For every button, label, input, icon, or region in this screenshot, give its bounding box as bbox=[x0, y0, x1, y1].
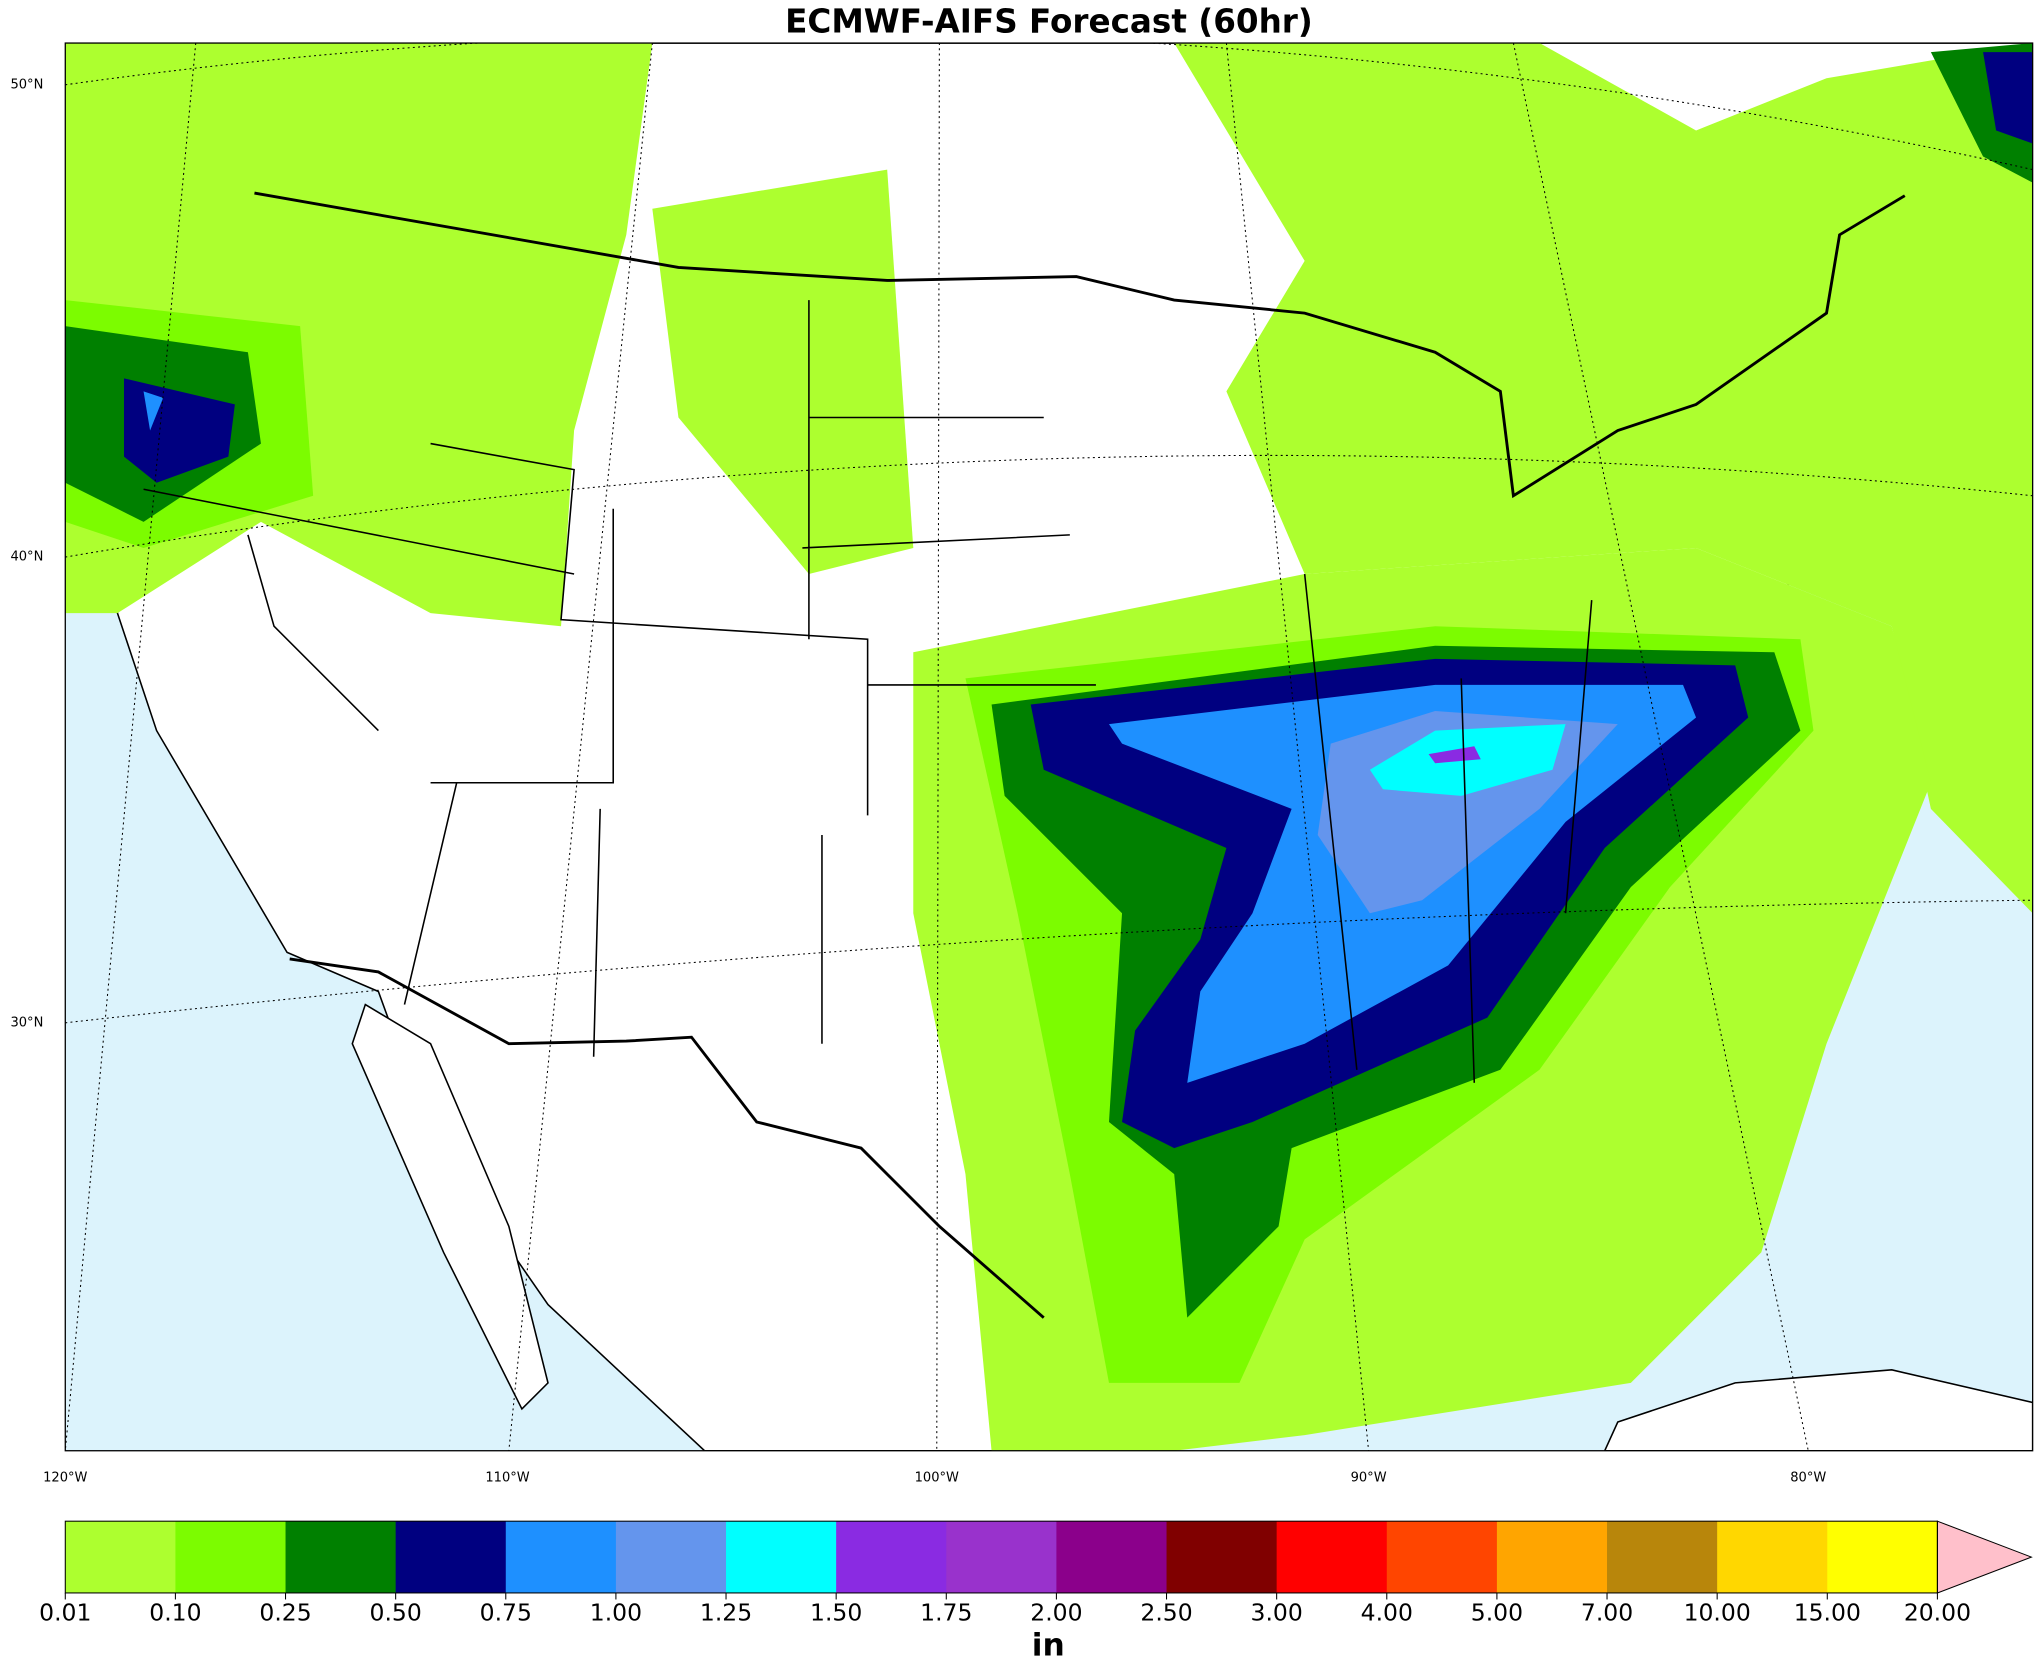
precip-area bbox=[143, 391, 164, 431]
lon-label: 80°W bbox=[1790, 1471, 1826, 1486]
graticule bbox=[65, 43, 2033, 1451]
colorbar-box bbox=[1827, 1521, 1939, 1593]
colorbar-tick-label: 10.00 bbox=[1684, 1598, 1751, 1626]
colorbar-tick-label: 2.00 bbox=[1030, 1598, 1082, 1626]
colorbar-unit: in bbox=[1032, 1627, 1065, 1663]
colorbar-box bbox=[285, 1521, 397, 1593]
colorbar-tick-label: 0.25 bbox=[259, 1598, 311, 1626]
colorbar-tick-label: 1.50 bbox=[810, 1598, 862, 1626]
state-borders bbox=[143, 300, 1593, 1083]
colorbar-tick-label: 5.00 bbox=[1471, 1598, 1523, 1626]
colorbar-tick-label: 15.00 bbox=[1794, 1598, 1861, 1626]
colorbar-tick-label: 0.75 bbox=[480, 1598, 532, 1626]
lon-label: 100°W bbox=[915, 1471, 959, 1486]
colorbar-box bbox=[395, 1521, 507, 1593]
colorbar-tick-label: 4.00 bbox=[1361, 1598, 1413, 1626]
lat-label: 40°N bbox=[10, 550, 43, 565]
country-border bbox=[254, 191, 1906, 499]
colorbar-tick-label: 2.50 bbox=[1140, 1598, 1192, 1626]
colorbar-box bbox=[505, 1521, 617, 1593]
colorbar-tick-label: 0.50 bbox=[370, 1598, 422, 1626]
colorbar-tick-label: 1.75 bbox=[920, 1598, 972, 1626]
colorbar-tick-label: 1.00 bbox=[590, 1598, 642, 1626]
colorbar-box bbox=[1607, 1521, 1718, 1593]
colorbar-extend bbox=[1936, 1520, 2033, 1594]
lat-label: 50°N bbox=[10, 77, 43, 92]
map-title: ECMWF-AIFS Forecast (60hr) bbox=[785, 2, 1313, 40]
lon-label: 120°W bbox=[43, 1471, 87, 1486]
borders bbox=[143, 191, 1906, 1319]
precip-area bbox=[1428, 746, 1481, 764]
colorbar-box bbox=[726, 1521, 837, 1593]
colorbar-tick-label: 0.01 bbox=[39, 1598, 91, 1626]
cuba bbox=[1603, 1369, 2033, 1451]
colorbar-box bbox=[1056, 1521, 1168, 1593]
colorbar-tick-label: 0.10 bbox=[149, 1598, 201, 1626]
colorbar-box bbox=[1276, 1521, 1388, 1593]
colorbar-box bbox=[65, 1521, 177, 1593]
colorbar-tick-label: 3.00 bbox=[1251, 1598, 1303, 1626]
lat-label: 30°N bbox=[10, 1015, 43, 1030]
colorbar-box bbox=[1166, 1521, 1278, 1593]
colorbar-frame bbox=[64, 1520, 1938, 1594]
colorbar-box bbox=[1386, 1521, 1498, 1593]
colorbar-tick-label: 20.00 bbox=[1904, 1598, 1971, 1626]
colorbar-box bbox=[1496, 1521, 1608, 1593]
colorbar-box bbox=[836, 1521, 947, 1593]
colorbar-tick-label: 7.00 bbox=[1581, 1598, 1633, 1626]
country-border bbox=[289, 957, 1045, 1319]
colorbar-box bbox=[175, 1521, 287, 1593]
colorbar-box bbox=[946, 1521, 1058, 1593]
precip-area bbox=[1174, 43, 2033, 914]
precip-area bbox=[1983, 52, 2033, 144]
colorbar-box bbox=[615, 1521, 727, 1593]
lon-label: 90°W bbox=[1351, 1471, 1387, 1486]
map bbox=[65, 43, 2033, 1451]
colorbar-tick-label: 1.25 bbox=[700, 1598, 752, 1626]
lon-label: 110°W bbox=[485, 1471, 529, 1486]
map-frame bbox=[64, 42, 2034, 1452]
colorbar: 0.01 0.10 0.25 0.50 0.75 1.00 1.25 1.50 1.75 2.00… bbox=[39, 1520, 2033, 1663]
map-labels: 50°N 40°N 30°N 120°W 110°W 100°W 90°W 80°W bbox=[10, 77, 1826, 1485]
baja bbox=[351, 1003, 549, 1411]
colorbar-box bbox=[1717, 1521, 1828, 1593]
